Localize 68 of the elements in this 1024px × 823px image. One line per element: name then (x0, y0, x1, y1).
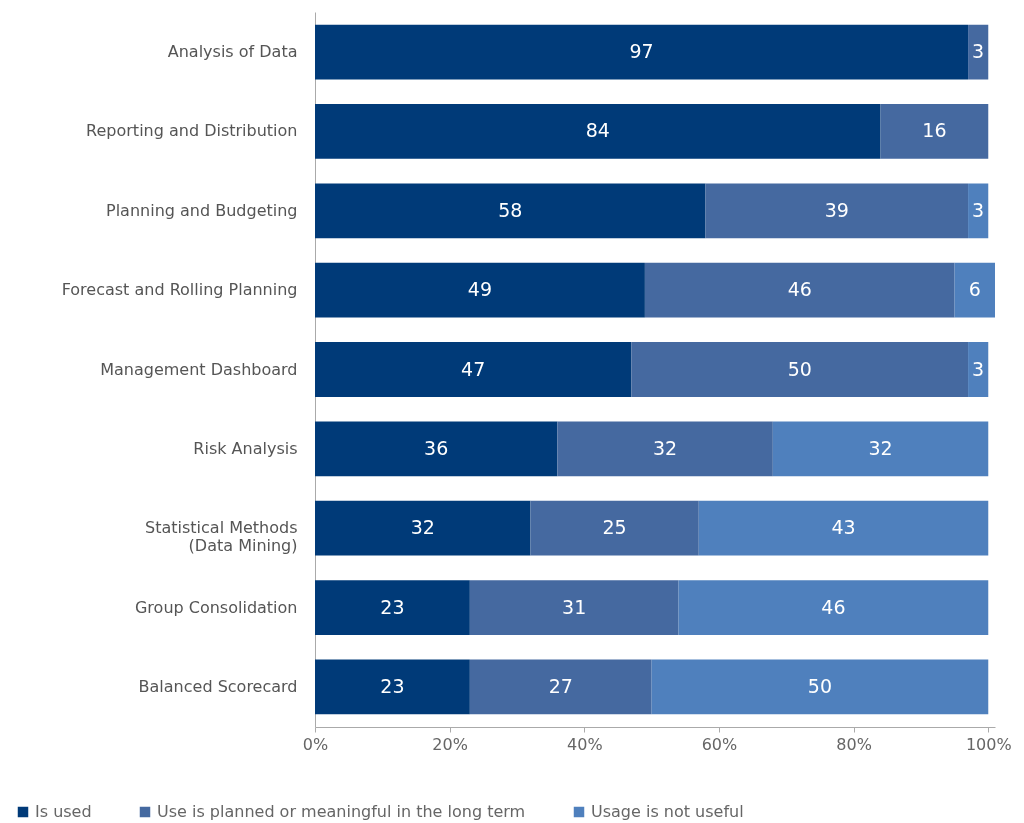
x-tick-label: 100% (965, 734, 1012, 754)
y-tick-label: Balanced Scorecard (138, 676, 298, 696)
data-label: 43 (831, 516, 856, 539)
bar (705, 183, 969, 239)
data-label: 6 (968, 278, 981, 301)
bar (315, 24, 969, 80)
legend-label: Use is planned or meaningful in the long term (157, 802, 526, 821)
x-tick-label: 0% (302, 734, 329, 754)
y-tick-label: Analysis of Data (167, 42, 298, 62)
bar (968, 24, 989, 80)
data-label: 47 (461, 357, 486, 380)
data-label: 49 (467, 278, 493, 301)
data-label: 25 (602, 516, 627, 539)
x-tick-label: 60% (701, 734, 738, 754)
bar (631, 342, 969, 397)
bar (315, 580, 470, 635)
bar (968, 183, 989, 239)
bar (557, 421, 773, 477)
bar (315, 500, 531, 556)
bar (678, 580, 989, 635)
bar (469, 580, 679, 635)
x-tick-label: 40% (567, 734, 603, 754)
data-label: 23 (380, 674, 405, 697)
data-label: 36 (424, 436, 449, 459)
data-label: 50 (787, 357, 812, 380)
bar (315, 104, 881, 159)
bar (968, 342, 989, 397)
bar (530, 500, 699, 556)
y-tick-label: Management Dashboard (100, 359, 298, 379)
data-label: 32 (653, 436, 678, 459)
bar (315, 421, 558, 477)
bar (954, 262, 995, 318)
y-tick-label: Risk Analysis (193, 438, 298, 458)
bar (644, 262, 955, 318)
x-tick-label: 80% (836, 734, 872, 754)
data-label: 27 (548, 674, 573, 697)
y-tick-label: Reporting and Distribution (86, 121, 298, 141)
bar (315, 342, 632, 397)
data-label: 46 (821, 595, 846, 618)
bar (315, 659, 470, 715)
data-label: 16 (922, 119, 947, 142)
legend-label: Usage is not useful (591, 802, 744, 821)
bar (651, 659, 989, 715)
bar (469, 659, 652, 715)
bar (880, 104, 989, 159)
bar (315, 183, 706, 239)
data-label: 32 (868, 436, 893, 459)
x-tick-label: 20% (432, 734, 468, 754)
data-label: 23 (380, 595, 405, 618)
data-label: 3 (972, 357, 985, 380)
data-label: 3 (972, 40, 985, 63)
data-label: 97 (629, 40, 654, 63)
data-label: 32 (410, 516, 435, 539)
y-tick-label: Planning and Budgeting (106, 200, 298, 220)
bar (772, 421, 989, 477)
data-label: 50 (807, 674, 833, 697)
data-label: 58 (498, 198, 523, 221)
data-label: 39 (824, 198, 849, 221)
bar (315, 262, 645, 318)
data-label: 84 (585, 119, 610, 142)
bar (698, 500, 989, 556)
y-tick-label: Statistical Methods (Data Mining) (145, 518, 298, 556)
data-label: 31 (562, 595, 587, 618)
legend-label: Is used (35, 802, 92, 821)
y-tick-label: Group Consolidation (134, 597, 298, 617)
data-label: 46 (787, 278, 812, 301)
y-tick-label: Forecast and Rolling Planning (61, 280, 298, 300)
data-label: 3 (972, 198, 985, 221)
